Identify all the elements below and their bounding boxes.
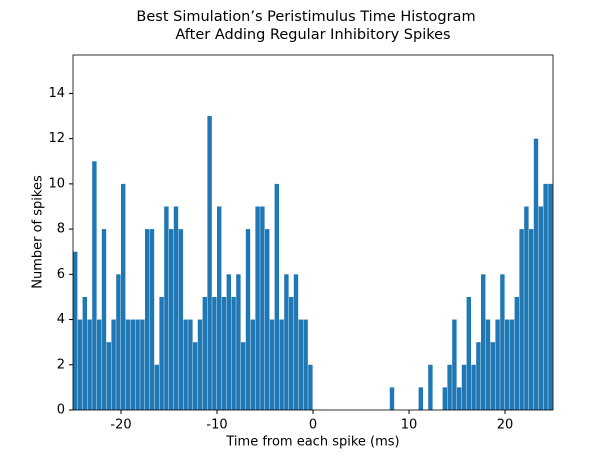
bar xyxy=(548,183,553,410)
bar xyxy=(529,229,534,410)
bar xyxy=(145,229,150,410)
bar xyxy=(543,183,548,410)
x-tick-label: 20 xyxy=(497,418,514,433)
bar xyxy=(447,364,452,410)
x-tick-label: 0 xyxy=(309,418,317,433)
bar xyxy=(274,183,279,410)
y-tick-label: 14 xyxy=(48,86,65,101)
bar xyxy=(183,319,188,410)
bar xyxy=(442,387,447,410)
bar xyxy=(221,296,227,410)
bar xyxy=(250,319,255,410)
bar xyxy=(92,161,97,410)
bar xyxy=(509,319,515,410)
bar xyxy=(140,319,145,410)
bar xyxy=(265,229,270,410)
bar xyxy=(260,206,265,410)
bar xyxy=(524,206,529,410)
bar xyxy=(188,319,193,410)
bar xyxy=(125,319,131,410)
bar xyxy=(212,296,217,410)
bar xyxy=(490,342,495,410)
bar xyxy=(241,342,246,410)
x-axis-label: Time from each spike (ms) xyxy=(225,435,399,450)
y-axis-label: Number of spikes xyxy=(31,175,46,289)
bar xyxy=(217,206,222,410)
bar xyxy=(308,364,313,410)
bar xyxy=(481,274,486,410)
bar xyxy=(77,319,83,410)
bar xyxy=(303,319,308,410)
bar xyxy=(149,229,155,410)
bar xyxy=(154,364,159,410)
bar xyxy=(389,387,395,410)
x-tick-label: -10 xyxy=(206,418,227,433)
bar xyxy=(269,319,275,410)
bar xyxy=(97,319,102,410)
bar xyxy=(279,319,284,410)
chart-title: After Adding Regular Inhibitory Spikes xyxy=(175,27,450,43)
bar xyxy=(202,296,207,410)
bar xyxy=(135,319,140,410)
y-tick-label: 2 xyxy=(57,357,65,372)
bar xyxy=(121,183,126,410)
bar xyxy=(169,229,174,410)
bar xyxy=(284,274,289,410)
bar xyxy=(226,274,231,410)
bar xyxy=(495,319,500,410)
y-tick-label: 4 xyxy=(57,312,65,327)
bar xyxy=(178,229,183,410)
bar xyxy=(428,364,433,410)
bar xyxy=(116,274,121,410)
bar xyxy=(418,387,423,410)
bar xyxy=(289,296,294,410)
y-tick-label: 0 xyxy=(57,403,65,418)
bar xyxy=(519,229,524,410)
bar xyxy=(73,251,78,410)
bar xyxy=(293,274,299,410)
x-tick-label: -20 xyxy=(110,418,131,433)
bar xyxy=(533,138,539,410)
bar xyxy=(485,319,491,410)
bar xyxy=(159,296,164,410)
bar xyxy=(101,229,107,410)
bar xyxy=(500,274,505,410)
bar xyxy=(471,364,476,410)
bar xyxy=(82,296,87,410)
y-tick-label: 12 xyxy=(48,131,65,146)
bar xyxy=(245,229,251,410)
bar xyxy=(173,206,179,410)
bar xyxy=(514,296,519,410)
bar xyxy=(452,319,457,410)
bar xyxy=(505,319,510,410)
bar xyxy=(236,274,241,410)
chart-title: Best Simulation’s Peristimulus Time Hist… xyxy=(136,9,475,25)
bar xyxy=(298,319,303,410)
bar xyxy=(111,319,116,410)
bar xyxy=(193,342,198,410)
bar xyxy=(476,342,481,410)
x-tick-label: 10 xyxy=(401,418,418,433)
bar xyxy=(461,364,467,410)
bar xyxy=(457,387,462,410)
bar xyxy=(231,296,236,410)
y-tick-label: 6 xyxy=(57,267,65,282)
bar xyxy=(466,296,471,410)
bar xyxy=(164,206,169,410)
y-tick-label: 8 xyxy=(57,222,65,237)
bar xyxy=(87,319,92,410)
bar xyxy=(207,116,212,410)
bar xyxy=(106,342,111,410)
plot-frame xyxy=(72,54,554,411)
bar xyxy=(130,319,135,410)
bar xyxy=(255,206,260,410)
bar xyxy=(197,319,203,410)
bar xyxy=(538,206,543,410)
y-tick-label: 10 xyxy=(48,176,65,191)
